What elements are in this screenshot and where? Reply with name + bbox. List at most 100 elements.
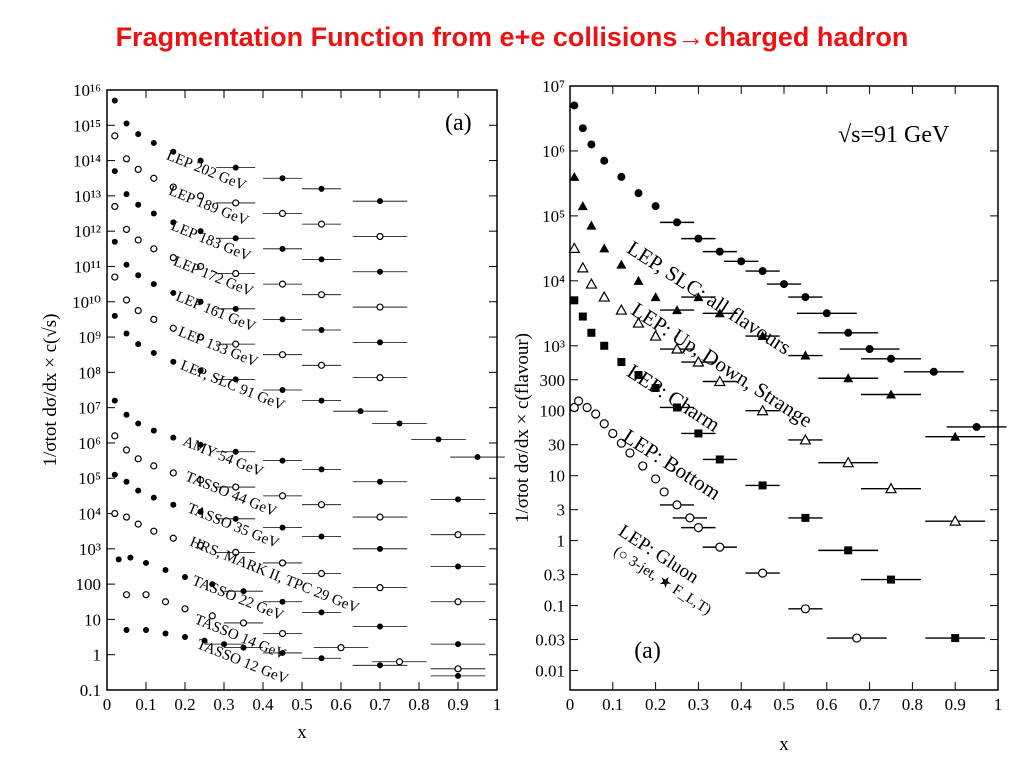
right-data-point [951,634,960,643]
left-data-point [317,501,326,509]
right-data-point [844,328,853,337]
right-data-point [625,448,635,458]
left-data-point [278,351,287,359]
right-series [570,101,1007,431]
right-data-point [758,481,767,490]
left-data-point [182,634,188,641]
left-data-point [123,330,130,337]
left-data-point [232,199,240,207]
left-data-point [111,432,119,440]
right-y-tick-label: 1 [557,532,566,551]
right-data-point [651,384,660,392]
left-data-point [143,627,149,633]
left-data-point [197,367,204,374]
left-data-point [111,509,119,518]
right-data-point [634,189,643,198]
right-data-point [573,396,584,406]
left-data-point [377,478,383,485]
left-y-tick-label: 10¹⁶ [73,81,101,100]
left-data-point [208,612,216,620]
left-data-point [197,192,205,200]
left-y-tick-label: 10⁵ [78,469,101,488]
right-data-point [577,201,588,211]
left-data-point [279,457,286,464]
right-data-point [599,243,610,253]
left-panel: 0 0.1 0.2 0.3 0.4 0.5 0.6 0.7 0.8 0.9 10.111010010… [40,81,505,743]
left-data-point [279,245,286,252]
right-x-tick-label: 0.9 [945,695,966,714]
left-data-point [111,168,118,175]
left-data-point [135,487,142,494]
left-data-point [232,269,240,278]
left-data-point [377,198,383,205]
left-data-point [123,627,130,633]
right-data-point [617,172,626,181]
left-x-tick-label: 0.5 [291,695,312,714]
right-data-point [582,402,592,413]
right-data-point [659,487,669,497]
left-series: LEP 133 GeV [111,273,408,382]
left-data-point [279,598,286,605]
right-data-point [570,101,579,110]
left-data-point [232,305,239,312]
left-data-point [150,245,158,253]
left-data-point [135,201,142,208]
title-text: Fragmentation Function from e+e collisio… [115,22,678,52]
left-data-point [197,541,205,549]
left-data-point [150,527,158,535]
left-x-tick-label: 0.1 [135,695,156,714]
left-data-point [197,508,204,515]
right-x-tick-label: 0.5 [773,695,794,714]
left-data-point [161,598,170,606]
left-data-point [170,434,177,441]
right-series [569,396,887,643]
left-data-point [150,462,158,470]
left-data-point [279,387,286,393]
left-data-point [150,210,157,217]
right-data-point [694,234,703,243]
right-data-point [672,305,682,315]
left-data-point [278,629,287,638]
left-data-point [435,436,442,443]
right-data-point [633,275,644,285]
left-y-axis-label: 1/σtot dσ/dx × c(√s) [40,314,61,467]
left-y-tick-label: 10¹² [74,222,101,241]
left-data-point [127,554,134,561]
right-data-point [569,402,579,413]
left-data-point [278,559,287,567]
right-data-point [887,354,895,363]
right-data-point [929,367,938,376]
right-data-point [617,358,626,367]
right-x-tick-label: 0.6 [816,695,837,714]
left-data-point [209,581,216,588]
left-data-point [134,455,142,463]
left-data-point [169,183,177,191]
right-data-point [801,293,810,302]
right-data-point [842,456,855,468]
right-data-point [852,633,862,643]
left-data-point [134,165,142,174]
left-y-tick-label: 10⁷ [78,399,101,418]
left-data-point [279,316,286,323]
right-data-point [578,124,587,133]
left-y-tick-label: 0.1 [80,681,101,700]
left-data-point [111,397,118,404]
right-data-point [672,500,682,510]
left-x-axis-label: x [297,722,307,743]
right-data-point [758,267,767,276]
left-data-point [135,131,142,138]
right-data-point [650,292,661,302]
right-data-point [615,303,628,315]
left-x-tick-label: 0.8 [408,695,429,714]
left-data-point [135,420,142,427]
left-y-tick-label: 10¹⁴ [73,152,101,171]
right-data-point [569,171,580,181]
left-data-point [278,280,287,288]
left-data-point [123,411,130,418]
left-data-point [197,157,204,164]
right-data-point [715,455,724,464]
right-data-point [780,280,788,289]
right-data-point [632,316,645,328]
left-y-tick-label: 10⁸ [78,363,101,382]
left-data-point [474,454,481,461]
